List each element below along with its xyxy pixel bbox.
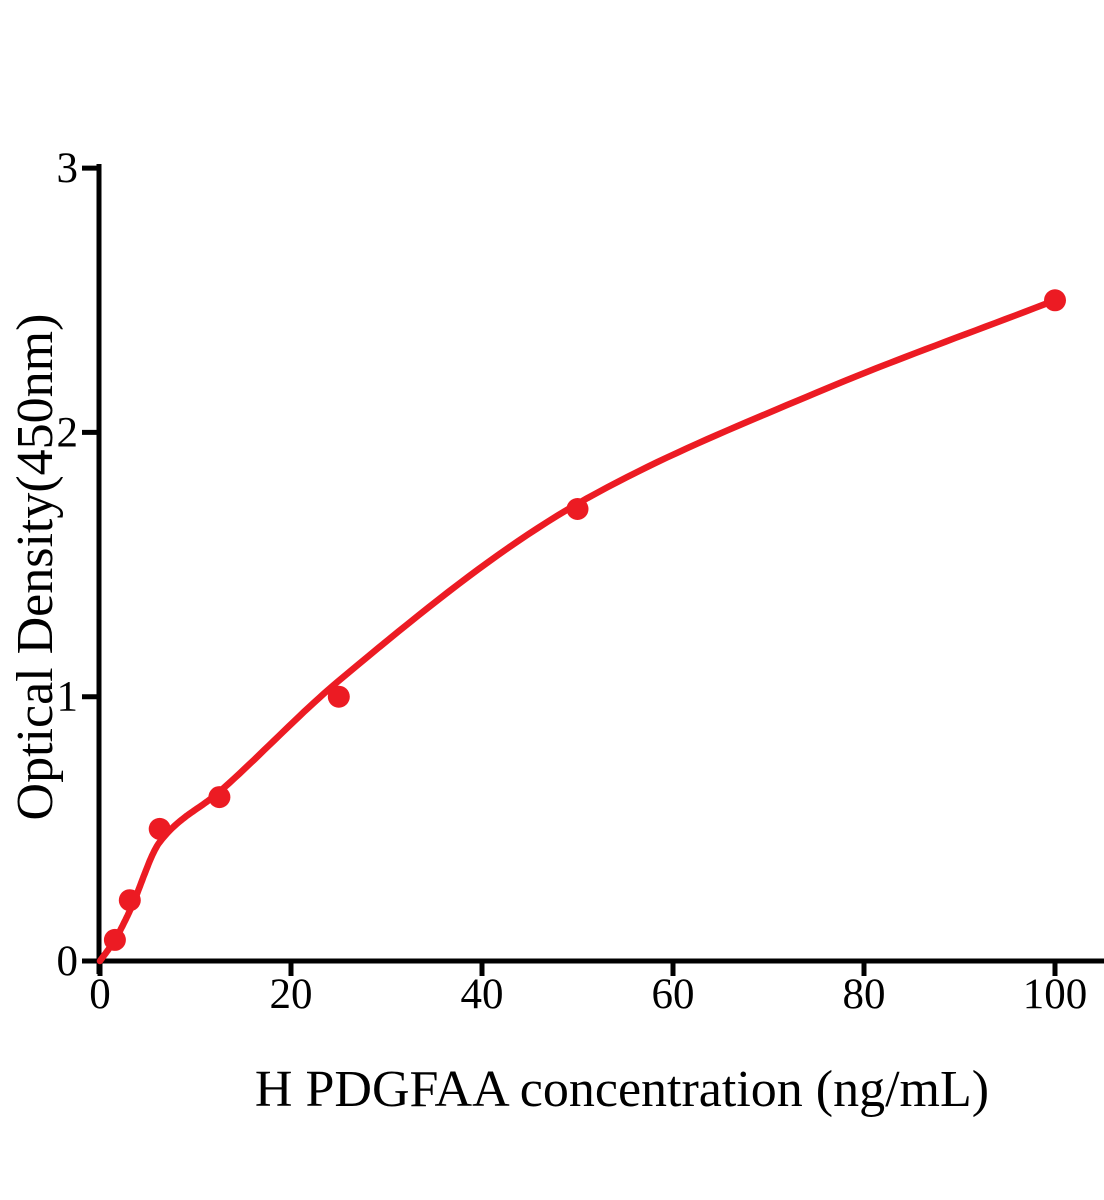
x-tick-label: 0 bbox=[89, 971, 111, 1018]
data-point-marker bbox=[1044, 289, 1066, 312]
data-point-marker bbox=[208, 786, 231, 809]
y-axis-tick-labels: 0 1 2 3 bbox=[57, 145, 79, 985]
data-point-marker bbox=[148, 817, 171, 840]
y-axis-ticks bbox=[82, 165, 99, 964]
y-tick-label: 3 bbox=[57, 145, 79, 192]
data-point-marker bbox=[566, 498, 589, 520]
data-points bbox=[103, 289, 1066, 951]
x-tick-label: 20 bbox=[270, 971, 313, 1018]
y-tick-label: 1 bbox=[57, 674, 79, 721]
fitted-curve-line bbox=[96, 297, 1059, 965]
x-tick-label: 80 bbox=[843, 971, 886, 1018]
y-axis-title: Optical Density(450nm) bbox=[7, 314, 64, 821]
data-point-marker bbox=[103, 928, 126, 951]
x-axis-title: H PDGFAA concentration (ng/mL) bbox=[255, 1061, 989, 1118]
data-point-marker bbox=[327, 685, 350, 708]
data-point-marker bbox=[118, 889, 141, 912]
y-tick-label: 2 bbox=[57, 409, 79, 456]
x-tick-label: 60 bbox=[652, 971, 695, 1018]
x-axis-tick-labels: 0 20 40 60 80 100 bbox=[89, 971, 1087, 1018]
x-tick-label: 40 bbox=[461, 971, 504, 1018]
y-tick-label: 0 bbox=[57, 938, 79, 985]
axes bbox=[96, 164, 1104, 974]
x-tick-label: 100 bbox=[1023, 971, 1088, 1018]
